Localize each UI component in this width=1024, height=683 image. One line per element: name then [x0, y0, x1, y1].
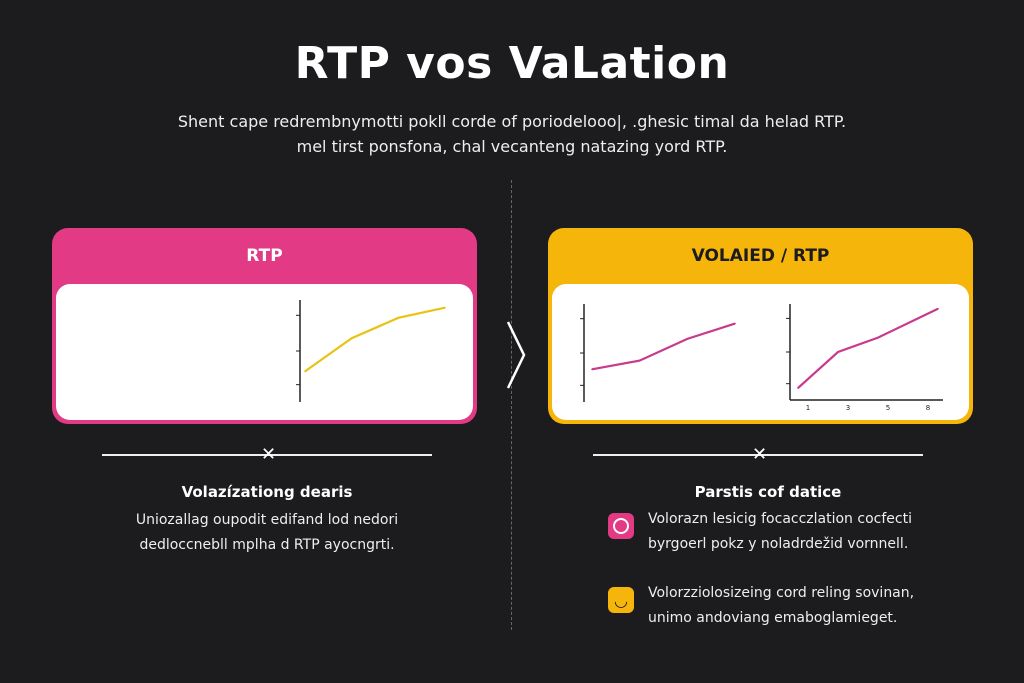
rtp-card-title: RTP: [246, 246, 283, 266]
series-line: [304, 306, 446, 373]
circle-icon: [608, 513, 634, 539]
chevron-right-icon: [506, 321, 526, 389]
series-line: [797, 307, 939, 389]
data-point: [797, 387, 799, 389]
x-icon: ✕: [752, 444, 768, 465]
subtitle-line-1: Shent cape redrembnymotti pokll corde of…: [177, 112, 847, 131]
x-tick-label: 5: [886, 404, 890, 412]
volatility-rtp-card: VOLAIED / RTP: [548, 228, 973, 424]
data-point: [397, 317, 400, 319]
rtp-card: RTP: [52, 228, 477, 424]
item-line: Volorzziolosizeing cord reling sovinan,: [648, 585, 915, 601]
item-line: Volorazn lesicig focacczlation cocfecti: [648, 511, 912, 527]
data-point: [304, 370, 306, 373]
right-heading: Parstis cof datice: [694, 483, 842, 501]
data-point: [837, 351, 839, 353]
list-item: ◡ Volorzziolosizeing cord reling sovinan…: [608, 585, 914, 631]
left-separator: [102, 454, 432, 456]
smiley-icon: ◡: [608, 587, 634, 613]
x-tick-label: 1: [806, 404, 810, 412]
left-body-line: dedloccnebll mplha d RTP ayocngrti.: [139, 537, 395, 553]
data-point: [350, 337, 353, 340]
volatility-card-title: VOLAIED / RTP: [691, 246, 830, 266]
subtitle-line-2: mel tirst ponsfona, chal vecanteng nataz…: [296, 137, 728, 156]
left-body: Uniozallag oupodit edifand lod nedori de…: [102, 508, 432, 558]
x-tick-label: 8: [926, 404, 930, 412]
series-line: [591, 322, 736, 371]
page-title: RTP vos VaLation: [294, 38, 730, 89]
left-heading: Volazízationg dearis: [181, 483, 353, 501]
item-line: unimo andoviang emaboglamieget.: [648, 610, 898, 626]
data-point: [591, 368, 593, 371]
rtp-chart-panel: [56, 284, 473, 420]
data-point: [638, 359, 641, 362]
center-divider: [511, 180, 512, 630]
item-line: byrgoerl pokz y noladrdežid vornnell.: [648, 536, 909, 552]
right-separator: [593, 454, 923, 456]
data-point: [937, 308, 939, 310]
list-item: Volorazn lesicig focacczlation cocfecti …: [608, 511, 912, 557]
data-point: [877, 336, 879, 339]
data-point: [686, 338, 689, 340]
x-tick-label: 3: [846, 404, 850, 412]
volatility-chart-panel: [552, 284, 969, 420]
data-point: [734, 322, 736, 325]
x-icon: ✕: [261, 444, 277, 465]
data-point: [444, 306, 446, 309]
left-body-line: Uniozallag oupodit edifand lod nedori: [135, 512, 399, 528]
